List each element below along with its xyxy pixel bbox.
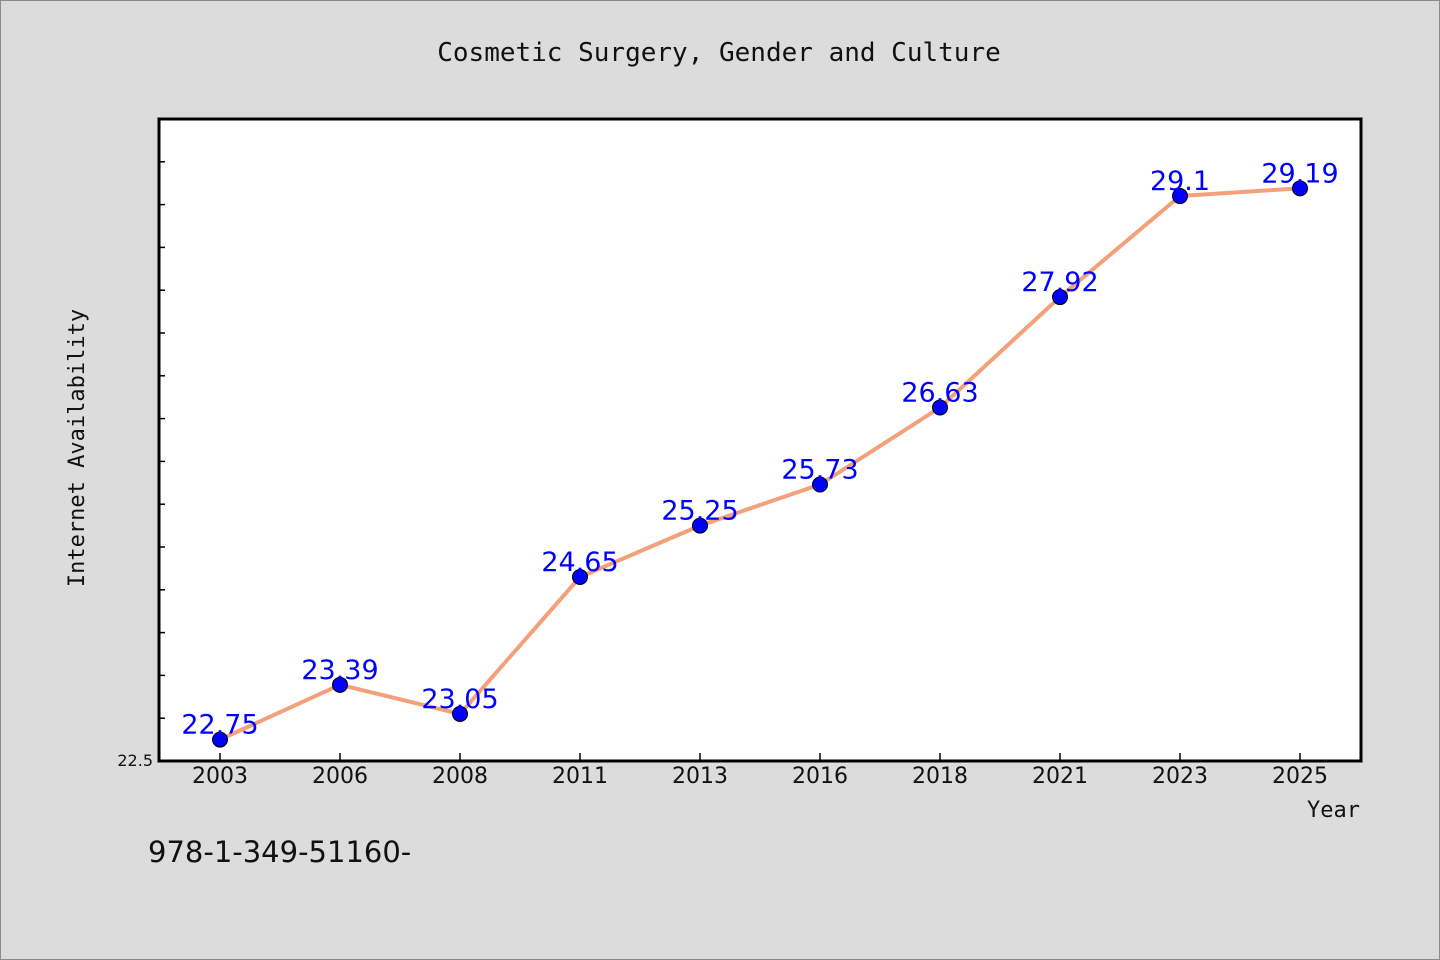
data-label: 24.65 (541, 547, 618, 578)
data-point (932, 399, 948, 416)
data-point (572, 568, 588, 585)
x-axis-title: Year (1307, 798, 1360, 823)
data-label: 25.73 (781, 455, 858, 486)
x-tick-label: 2011 (552, 764, 608, 789)
data-point (332, 676, 348, 693)
data-point (812, 476, 828, 493)
x-tick-label: 2025 (1272, 764, 1328, 789)
x-tick-label: 2023 (1152, 764, 1208, 789)
data-point (692, 517, 708, 534)
plot-area (157, 117, 1363, 763)
data-label: 23.39 (301, 655, 378, 686)
data-label: 22.75 (181, 710, 258, 741)
x-tick-label: 2008 (432, 764, 488, 789)
data-point (212, 731, 228, 748)
data-label: 25.25 (661, 496, 738, 527)
data-label: 23.05 (421, 684, 498, 715)
x-tick-label: 2016 (792, 764, 848, 789)
data-label: 29.1 (1150, 166, 1210, 197)
data-point (452, 705, 468, 722)
data-point (1052, 289, 1068, 306)
data-label: 29.19 (1261, 158, 1338, 189)
x-axis: 2003 2006 2008 2011 2013 2016 2018 2021 2023 2025 (192, 753, 1328, 789)
footnote-text: 978-1-349-51160- (148, 835, 411, 869)
y-axis-ticks (159, 118, 165, 762)
data-point (1172, 188, 1188, 205)
x-tick-label: 2006 (312, 764, 368, 789)
chart-title: Cosmetic Surgery, Gender and Culture (437, 38, 1001, 68)
data-label: 27.92 (1021, 267, 1098, 298)
y-axis-title: Internet Availability (65, 309, 90, 587)
data-markers (212, 180, 1308, 748)
x-tick-label: 2013 (672, 764, 728, 789)
x-tick-label: 2018 (912, 764, 968, 789)
data-label: 26.63 (901, 377, 978, 408)
series-line (219, 186, 1301, 742)
data-labels: 22.75 23.39 23.05 24.65 25.25 25.73 26.63 27.92… (181, 158, 1338, 740)
y-min-tick-label: 22.5 (117, 751, 153, 770)
data-point (1292, 180, 1308, 197)
x-tick-label: 2003 (192, 764, 248, 789)
x-tick-label: 2021 (1032, 764, 1088, 789)
